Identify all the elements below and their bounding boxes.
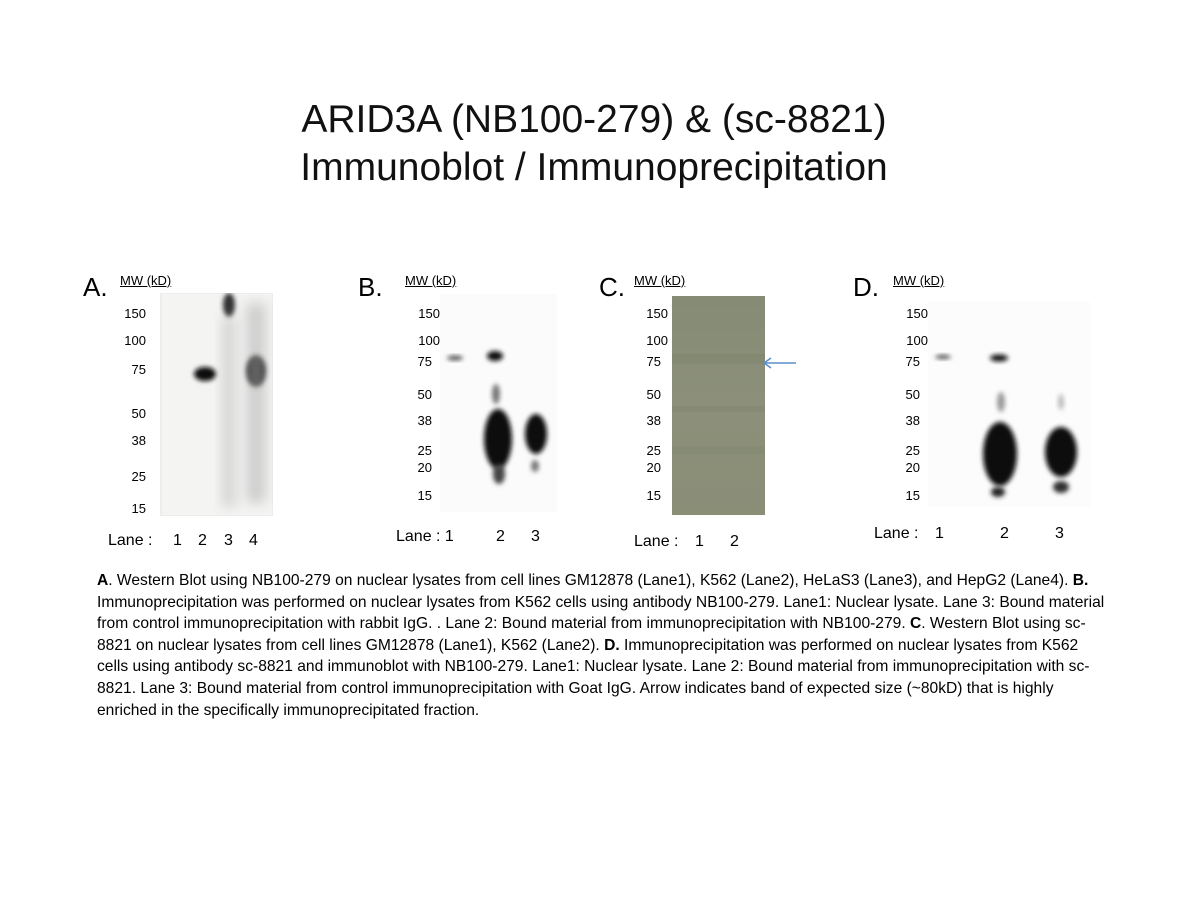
panel-b-marker: 38	[417, 413, 432, 428]
panel-a-lane-number: 2	[198, 532, 207, 549]
panel-c-lane-number: 1	[695, 533, 704, 550]
caption-d-label: D.	[604, 636, 620, 654]
panel-c-marker: 25	[646, 443, 661, 458]
panel-a-marker: 38	[131, 433, 146, 448]
caption-c-text: . Western Blot using sc-8821 on nuclear …	[97, 615, 1086, 654]
panel-c-lane-prefix: Lane :	[634, 533, 679, 550]
panel-c-blot-image	[672, 296, 765, 515]
panel-b-marker: 150	[418, 306, 440, 321]
panel-c-lane-number: 2	[730, 533, 739, 550]
panel-a-lane-number: 4	[249, 532, 258, 549]
panel-b-marker: 75	[417, 354, 432, 369]
panel-c-label: C.	[599, 272, 625, 302]
panel-a-marker: 25	[131, 469, 146, 484]
panel-d-label: D.	[853, 272, 879, 302]
panel-d-lane-prefix: Lane :	[874, 525, 919, 542]
title-line-1: ARID3A (NB100-279) & (sc-8821)	[301, 98, 887, 141]
caption-c-label: C	[910, 615, 922, 633]
panel-c-arrow-icon	[762, 357, 796, 369]
panel-c-marker: 100	[646, 333, 668, 348]
panel-a-blot-image	[160, 293, 273, 516]
figure-caption: A. Western Blot using NB100-279 on nucle…	[97, 570, 1107, 721]
panel-a-marker: 150	[124, 306, 146, 321]
panel-c-marker: 50	[646, 387, 661, 402]
panel-b-marker: 100	[418, 333, 440, 348]
panel-d-marker: 75	[905, 354, 920, 369]
panel-b-lane-number: 2	[496, 528, 505, 545]
panel-b-marker: 20	[417, 460, 432, 475]
panel-c-marker: 75	[646, 354, 661, 369]
panel-a-marker: 50	[131, 406, 146, 421]
panel-d-mw-header: MW (kD)	[893, 273, 945, 288]
panel-b-label: B.	[358, 272, 383, 302]
panel-d-lane-number: 3	[1055, 525, 1064, 542]
panel-c-marker: 15	[646, 488, 661, 503]
panel-d-blot-image	[928, 302, 1090, 507]
figure-title: ARID3A (NB100-279) & (sc-8821) Immunoblo…	[0, 96, 1188, 192]
panel-a-lane-number: 3	[224, 532, 233, 549]
panel-a-marker: 15	[131, 501, 146, 516]
panel-d-marker: 100	[906, 333, 928, 348]
panel-d-marker: 38	[905, 413, 920, 428]
panel-d-marker: 15	[905, 488, 920, 503]
caption-a-text: . Western Blot using NB100-279 on nuclea…	[108, 572, 1073, 589]
panel-d-marker: 25	[905, 443, 920, 458]
caption-a-label: A	[97, 572, 109, 589]
panel-d-lane-number: 2	[1000, 525, 1009, 542]
caption-d-text: Immunoprecipitation was performed on nuc…	[97, 636, 1090, 719]
panel-d-marker: 50	[905, 387, 920, 402]
panel-b-blot-image	[440, 294, 557, 512]
panel-a-mw-header: MW (kD)	[120, 273, 172, 288]
panel-b-lane-prefix: Lane : 1	[396, 528, 454, 545]
panel-b-lane-number: 3	[531, 528, 540, 545]
panel-d-lane-number: 1	[935, 525, 944, 542]
panel-d-marker: 20	[905, 460, 920, 475]
panel-b-marker: 15	[417, 488, 432, 503]
panel-c-marker: 20	[646, 460, 661, 475]
panel-a-marker: 75	[131, 362, 146, 377]
panel-b-marker: 50	[417, 387, 432, 402]
panel-c-marker: 150	[646, 306, 668, 321]
title-line-2: Immunoblot / Immunoprecipitation	[300, 146, 888, 189]
panel-a-lane-prefix: Lane :	[108, 532, 153, 549]
panel-c-mw-header: MW (kD)	[634, 273, 686, 288]
panel-a-marker: 100	[124, 333, 146, 348]
panel-a-label: A.	[83, 272, 108, 302]
panel-d-marker: 150	[906, 306, 928, 321]
panel-b-marker: 25	[417, 443, 432, 458]
panel-b-mw-header: MW (kD)	[405, 273, 457, 288]
panel-c-marker: 38	[646, 413, 661, 428]
caption-b-text: Immunoprecipitation was performed on nuc…	[97, 593, 1105, 633]
panel-a-lane-number: 1	[173, 532, 182, 549]
caption-b-label: B.	[1072, 572, 1089, 589]
